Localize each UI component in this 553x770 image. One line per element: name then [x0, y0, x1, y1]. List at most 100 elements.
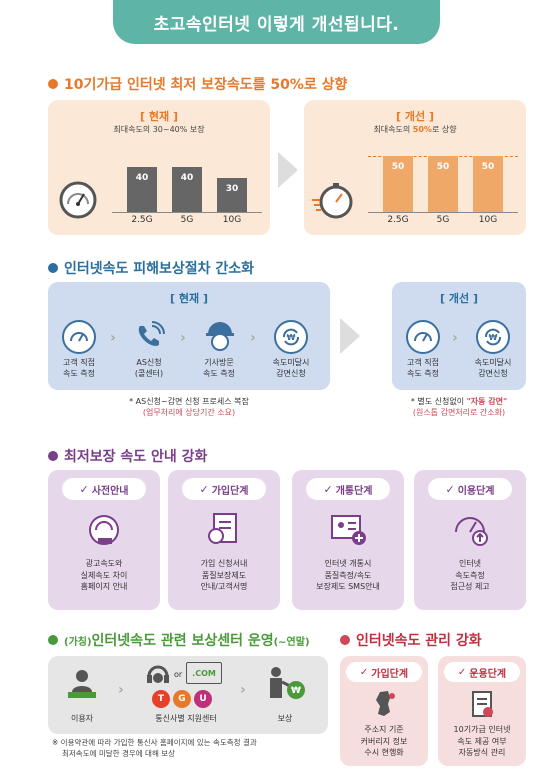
card-activation-body: 인터넷 개통시 품질측정/속도 보장제도 SMS안내	[292, 558, 404, 593]
compensation-note: ※ 이용약관에 따라 가입한 통신사 홈페이지에 있는 속도측정 결과 최저속도…	[52, 738, 332, 760]
card-signup-head: ✓ 가입단계	[182, 478, 266, 500]
improved-process-panel: [ 개선 ] 고객 직접 속도 측정 › ₩ 속도미달시 감면신청	[392, 282, 526, 390]
user-label: 이용자	[70, 714, 94, 723]
id-card-plus-icon	[328, 508, 368, 548]
section3-title-row: 최저보장 속도 안내 강화	[48, 446, 207, 466]
current-step-1-line2: 속도 측정	[63, 368, 95, 378]
check-icon: ✓	[199, 482, 209, 496]
card-body-line: 보장제도 SMS안내	[316, 582, 380, 592]
card-activation-head: ✓ 개통단계	[306, 478, 390, 500]
bar: 30	[217, 178, 247, 212]
current-bar-chart: 40 2.5G 40 5G 30 10G	[112, 148, 262, 228]
improved-step-1: 고객 직접 속도 측정	[394, 358, 452, 380]
current-step-2-line2: (콜센터)	[134, 368, 164, 378]
improved-step-2-line2: 감면신청	[478, 368, 508, 378]
current-step-2-line1: AS신청	[136, 358, 162, 367]
chevron-right-icon: ›	[118, 682, 124, 698]
improved-note-highlight: "자동 감면"	[466, 397, 508, 406]
card-pre-notice-title: 사전안내	[91, 485, 129, 497]
arrow-right-icon	[340, 318, 360, 354]
compensation-center-panel: 이용자 › or .COM T G U 통신사별 지원센터 › ₩ 보상	[48, 656, 328, 734]
compensation-note-line1: ※ 이용약관에 따라 가입한 통신사 홈페이지에 있는 속도측정 결과	[52, 738, 257, 747]
section4-title-row: (가칭) 인터넷속도 관련 보상센터 운영 (~연말)	[48, 630, 310, 650]
improved-note-line2: (원스톱 감면처리로 간소화)	[412, 408, 506, 418]
card-usage-title: 이용단계	[457, 485, 495, 497]
improved-note-line1: * 별도 신청없이 "자동 감면"	[392, 396, 526, 407]
current-step-4: 속도미달시 감면신청	[262, 358, 320, 380]
card-mgmt-operation-title: 운용단계	[469, 668, 507, 680]
bullet-dot-icon	[48, 79, 58, 89]
chevron-right-icon: ›	[452, 330, 458, 346]
speedometer-icon	[58, 180, 98, 220]
improved-step-1-line2: 속도 측정	[407, 368, 439, 378]
current-step-4-line2: 감면신청	[276, 368, 306, 378]
card-pre-notice: ✓ 사전안내 광고속도와 실제속도 차이 홈페이지 안내	[48, 470, 160, 610]
current-step-4-line1: 속도미달시	[272, 358, 310, 367]
page-banner-title: 초고속인터넷 이렇게 개선됩니다.	[113, 0, 440, 44]
section3-title: 최저보장 속도 안내 강화	[64, 449, 208, 465]
carrier-logo: G	[173, 690, 191, 708]
carrier-logo: T	[152, 690, 170, 708]
card-mgmt-signup-body: 주소지 기준 커버리지 정보 수시 현행화	[340, 724, 428, 759]
bar: 40	[127, 167, 157, 212]
current-speed-panel: [ 현재 ] 최대속도의 30~40% 보장 40 2.5G 40 5G 30 10G	[48, 100, 270, 235]
improved-step-2: 속도미달시 감면신청	[464, 358, 522, 380]
card-body-line: 품질보장제도	[201, 570, 247, 580]
phone-icon	[132, 320, 166, 354]
category-label: 5G	[180, 215, 194, 225]
bullet-dot-icon	[48, 263, 58, 273]
category-label: 2.5G	[131, 215, 153, 225]
section1-title-row: 10기가급 인터넷 최저 보장속도를 50%로 상향	[48, 74, 347, 94]
chevron-right-icon: ›	[240, 682, 246, 698]
card-usage-body: 인터넷 속도측정 접근성 제고	[414, 558, 526, 593]
stopwatch-icon	[310, 178, 354, 222]
check-icon: ✓	[359, 666, 369, 678]
or-label: or	[174, 670, 183, 679]
carrier-logo: U	[194, 690, 212, 708]
card-body-line: 가입 신청서내	[200, 559, 248, 568]
improved-subtitle-highlight: 50%	[412, 125, 432, 134]
card-mgmt-signup: ✓ 가입단계 주소지 기준 커버리지 정보 수시 현행화	[340, 656, 428, 766]
card-pre-notice-body: 광고속도와 실제속도 차이 홈페이지 안내	[48, 558, 160, 593]
bullet-dot-icon	[48, 635, 58, 645]
current-step-3: 기사방문 속도 측정	[190, 358, 248, 380]
card-body-line: 인터넷 개통시	[324, 559, 372, 568]
card-activation-title: 개통단계	[335, 485, 373, 497]
current-step-1-line1: 고객 직접	[63, 358, 95, 367]
current-process-panel: [ 현재 ] 고객 직접 속도 측정 › AS신청 (콜센터) › 기사방문 속도 측…	[48, 282, 330, 390]
category-label: 10G	[222, 215, 242, 225]
x-axis	[112, 212, 262, 213]
card-body-line: 실제속도 차이	[80, 570, 128, 580]
current-note-line1: * AS신청~감면 신청 프로세스 복잡	[129, 397, 249, 406]
document-clock-icon	[204, 508, 244, 548]
x-axis	[368, 212, 518, 213]
card-body-line: 홈페이지 안내	[80, 582, 128, 592]
arrow-right-icon	[278, 152, 298, 188]
current-step-3-line1: 기사방문	[204, 358, 234, 367]
card-usage-head: ✓ 이용단계	[428, 478, 512, 500]
card-body-line: 안내/고객서명	[200, 582, 248, 592]
bar: 50	[473, 156, 503, 212]
carrier-center-label: 통신사별 지원센터	[155, 714, 217, 723]
card-body-line: 커버리지 정보	[360, 736, 408, 746]
section4-title-prefix: (가칭)	[64, 636, 92, 648]
gauge-upload-icon	[450, 508, 490, 548]
document-check-icon	[466, 688, 498, 720]
bullet-dot-icon	[48, 451, 58, 461]
speed-gauge-icon	[62, 320, 96, 354]
chevron-right-icon: ›	[180, 330, 186, 346]
category-label: 10G	[478, 215, 498, 225]
improved-panel-subtitle: 최대속도의 50%로 상향	[304, 124, 526, 135]
current-process-label: [ 현재 ]	[170, 292, 208, 305]
card-mgmt-signup-head: ✓ 가입단계	[346, 662, 422, 682]
card-body-line: 주소지 기준	[364, 725, 404, 734]
user-laptop-icon	[62, 666, 102, 706]
category-label: 2.5G	[387, 215, 409, 225]
technician-icon	[202, 318, 238, 354]
improved-step-1-line1: 고객 직접	[407, 358, 439, 367]
won-refund-icon: ₩	[274, 320, 308, 354]
section2-title-row: 인터넷속도 피해보상절차 간소화	[48, 258, 254, 278]
bar: 50	[428, 156, 458, 212]
won-refund-icon: ₩	[476, 320, 510, 354]
